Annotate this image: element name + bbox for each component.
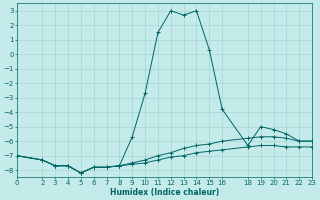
- X-axis label: Humidex (Indice chaleur): Humidex (Indice chaleur): [110, 188, 219, 197]
